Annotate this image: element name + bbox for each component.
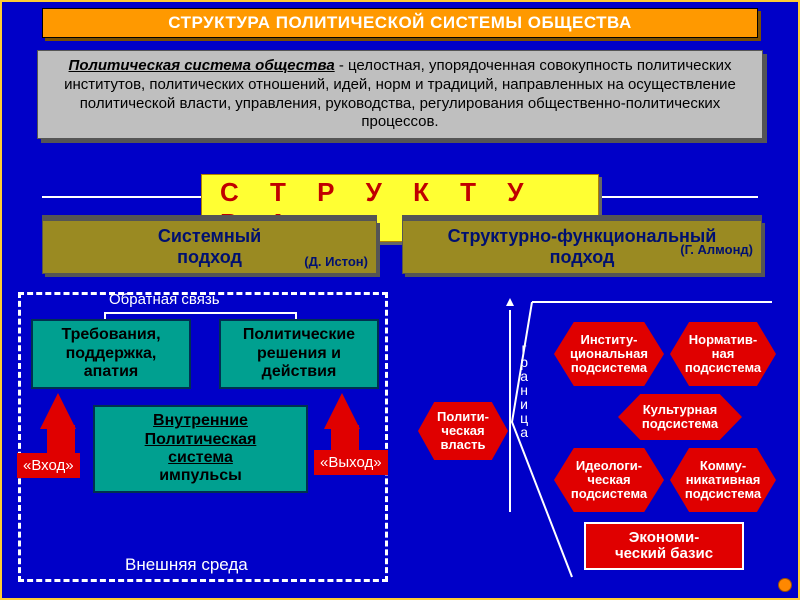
sys-line3: система xyxy=(99,449,302,467)
sys-line2: Политическая xyxy=(99,431,302,449)
node-cultural: Культурная подсистема xyxy=(618,394,742,440)
slide-indicator-icon xyxy=(778,578,792,592)
approach-systemic-name: Системный подход xyxy=(158,226,261,267)
node-economic-basis: Экономи- ческий базис xyxy=(584,522,744,570)
feedback-label: Обратная связь xyxy=(109,291,220,308)
definition-box: Политическая система общества - целостна… xyxy=(37,50,763,139)
approach-structural-author: (Г. Алмонд) xyxy=(680,242,753,257)
approach-structural-name: Структурно-функциональный подход xyxy=(448,226,717,267)
border-label: граница xyxy=(516,340,532,438)
structural-panel: граница Полити- ческая власть Институ- ц… xyxy=(402,292,782,587)
approach-systemic-author: (Д. Истон) xyxy=(304,254,368,269)
tag-input: «Вход» xyxy=(17,453,80,478)
approach-systemic: Системный подход (Д. Истон) xyxy=(42,220,377,274)
node-communicative: Комму- никативная подсистема xyxy=(670,448,776,512)
tag-output: «Выход» xyxy=(314,450,388,475)
sys-line1: Внутренние xyxy=(99,412,302,430)
node-institutional: Институ- циональная подсистема xyxy=(554,322,664,386)
page-title: СТРУКТУРА ПОЛИТИЧЕСКОЙ СИСТЕМЫ ОБЩЕСТВА xyxy=(42,8,758,38)
node-ideological: Идеологи- ческая подсистема xyxy=(554,448,664,512)
arrow-in-stem xyxy=(47,425,75,455)
sys-line4: импульсы xyxy=(159,467,242,484)
box-decisions: Политические решения и действия xyxy=(219,319,379,389)
arrow-in-head xyxy=(40,393,76,429)
arrow-out-head xyxy=(324,393,360,429)
box-requirements: Требования, поддержка, апатия xyxy=(31,319,191,389)
systemic-panel: Обратная связь Требования, поддержка, ап… xyxy=(18,292,388,582)
approach-structural: Структурно-функциональный подход (Г. Алм… xyxy=(402,220,762,274)
node-political-power: Полити- ческая власть xyxy=(418,402,508,460)
node-normative: Норматив- ная подсистема xyxy=(670,322,776,386)
environment-label: Внешняя среда xyxy=(125,555,248,575)
definition-lead: Политическая система общества xyxy=(69,57,335,74)
box-political-system: Внутренние Политическая система импульсы xyxy=(93,405,308,493)
